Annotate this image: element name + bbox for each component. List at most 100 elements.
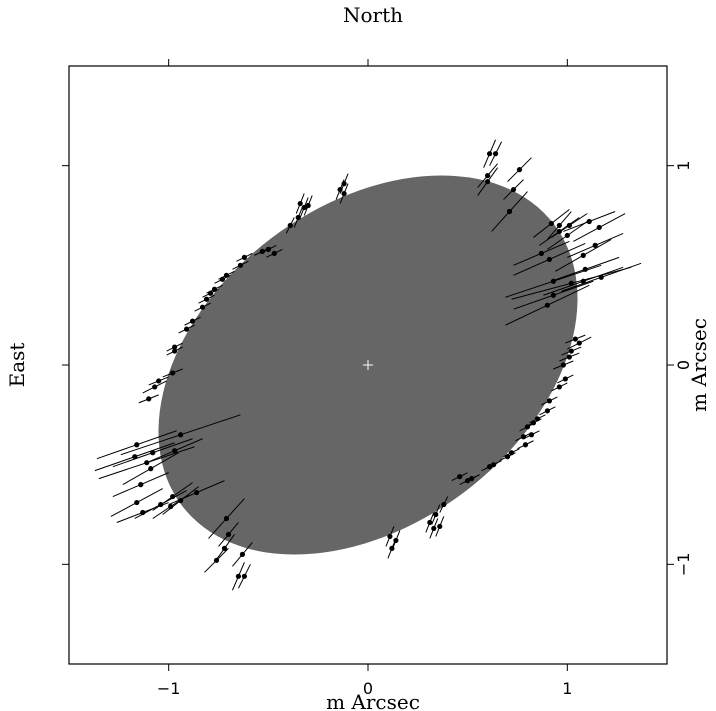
data-point [516,167,523,173]
data-point [568,280,574,286]
data-point [544,408,551,414]
data-point [287,222,293,229]
data-point [586,218,592,225]
data-point [544,302,551,308]
data-point [223,272,230,278]
data-point [134,442,140,448]
data-point [239,551,246,557]
data-point [548,220,554,227]
data-point [566,354,572,360]
data-point [265,246,271,252]
data-point [223,515,230,522]
data-point [295,214,301,221]
data-point [211,286,218,292]
y-tick-label: −1 [674,553,693,577]
data-point [592,242,598,248]
data-point [235,573,242,579]
data-point [387,533,393,540]
chart-title: North [343,3,403,27]
data-point [237,262,244,268]
center-marker [363,360,373,370]
data-point [170,493,176,500]
x-tick-label: −1 [157,679,181,698]
data-point [492,151,499,157]
data-point [465,478,471,484]
y-tick-label: 0 [674,360,693,370]
data-point [213,557,220,563]
data-point [389,545,395,551]
data-point [596,224,602,231]
data-point [524,424,531,430]
data-point [144,460,150,466]
data-point [199,304,206,310]
data-point [140,509,146,516]
data-point [146,396,152,402]
data-point [562,376,568,382]
data-point [550,292,556,298]
data-point [485,179,491,185]
data-point [138,482,144,488]
data-point [172,344,178,350]
data-point [132,454,138,460]
y2-axis-label: m Arcsec [687,318,711,412]
data-point [134,499,140,506]
data-point [568,348,574,354]
data-point [221,545,228,551]
data-point [572,336,578,342]
data-point [431,525,437,532]
data-point [341,190,347,197]
data-point [580,252,586,258]
data-point [506,208,513,215]
data-point [189,318,196,324]
data-point [184,326,190,332]
data-point [427,519,433,526]
data-point [305,202,311,209]
data-point [152,384,158,390]
data-point [441,501,447,508]
data-point [564,232,570,239]
data-point [156,378,162,384]
data-point [433,511,439,518]
data-point [520,434,527,440]
data-point [168,503,174,510]
data-point [556,222,562,229]
data-point [576,340,582,346]
data-point [457,474,463,480]
data-point [178,432,184,438]
data-point [522,442,529,448]
data-point [203,296,210,302]
data-point [546,398,552,404]
data-point [148,466,154,472]
data-point [437,523,443,530]
data-point [560,362,566,368]
data-point [271,250,277,256]
data-point [193,489,200,496]
data-point [504,454,511,460]
data-point [486,464,493,470]
data-point [150,450,156,456]
data-point [510,186,517,193]
data-point [546,256,552,262]
x-tick-label: 1 [562,679,572,698]
data-point [297,200,303,207]
data-point [241,573,248,579]
data-point [486,151,493,157]
data-point [225,531,232,538]
data-point [172,448,178,454]
data-point [341,181,347,187]
data-point [550,278,556,284]
data-point [556,384,562,390]
y-tick-label: 1 [674,161,693,171]
data-point [172,348,178,354]
data-point [485,173,491,179]
ticks-layer: −1 0 1 −1 0 1 [62,59,693,698]
y-axis-label: East [5,343,29,388]
data-point [538,250,545,256]
data-point [170,370,176,376]
data-point [301,204,307,211]
x-axis-label: m Arcsec [326,690,420,711]
data-point [556,228,562,235]
x-tick-label: 0 [363,679,373,698]
points-layer [94,139,642,591]
